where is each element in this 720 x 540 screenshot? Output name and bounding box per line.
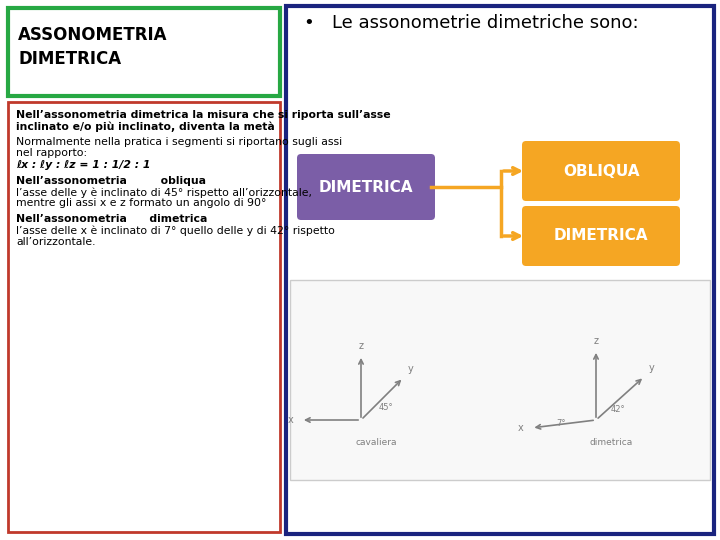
Text: x: x <box>518 423 523 433</box>
Text: OBLIQUA: OBLIQUA <box>563 164 639 179</box>
Text: inclinato e/o più inclinato, diventa la metà: inclinato e/o più inclinato, diventa la … <box>16 122 275 132</box>
Text: 42°: 42° <box>611 405 626 414</box>
Text: cavaliera: cavaliera <box>355 438 397 447</box>
Text: 7°: 7° <box>556 419 565 428</box>
Text: 45°: 45° <box>379 403 394 412</box>
FancyBboxPatch shape <box>522 206 680 266</box>
Text: z: z <box>359 341 364 351</box>
Text: x: x <box>287 415 293 425</box>
Text: ℓx : ℓy : ℓz = 1 : 1/2 : 1: ℓx : ℓy : ℓz = 1 : 1/2 : 1 <box>16 160 150 170</box>
Text: l’asse delle x è inclinato di 7° quello delle y di 42° rispetto: l’asse delle x è inclinato di 7° quello … <box>16 226 335 236</box>
Text: mentre gli assi x e z formato un angolo di 90°: mentre gli assi x e z formato un angolo … <box>16 199 266 208</box>
Text: Nell’assonometria      dimetrica: Nell’assonometria dimetrica <box>16 214 207 224</box>
Text: ASSONOMETRIA
DIMETRICA: ASSONOMETRIA DIMETRICA <box>18 26 168 68</box>
Text: •   Le assonometrie dimetriche sono:: • Le assonometrie dimetriche sono: <box>304 14 639 32</box>
Text: z: z <box>593 336 598 346</box>
Text: dimetrica: dimetrica <box>590 438 633 447</box>
Text: Normalmente nella pratica i segmenti si riportano sugli assi: Normalmente nella pratica i segmenti si … <box>16 137 342 147</box>
Text: DIMETRICA: DIMETRICA <box>554 228 648 244</box>
FancyBboxPatch shape <box>297 154 435 220</box>
FancyBboxPatch shape <box>286 6 714 534</box>
FancyBboxPatch shape <box>8 8 280 96</box>
FancyBboxPatch shape <box>8 102 280 532</box>
Text: DIMETRICA: DIMETRICA <box>319 179 413 194</box>
Text: y: y <box>648 362 654 373</box>
FancyBboxPatch shape <box>522 141 680 201</box>
Text: nel rapporto:: nel rapporto: <box>16 148 87 159</box>
Text: l’asse delle y è inclinato di 45° rispetto all’orizzontale,: l’asse delle y è inclinato di 45° rispet… <box>16 187 312 198</box>
Text: Nell’assonometria         obliqua: Nell’assonometria obliqua <box>16 176 206 186</box>
Text: y: y <box>408 363 413 374</box>
Text: all’orizzontale.: all’orizzontale. <box>16 237 96 247</box>
Text: Nell’assonometria dimetrica la misura che si riporta sull’asse: Nell’assonometria dimetrica la misura ch… <box>16 110 391 120</box>
FancyBboxPatch shape <box>290 280 710 480</box>
